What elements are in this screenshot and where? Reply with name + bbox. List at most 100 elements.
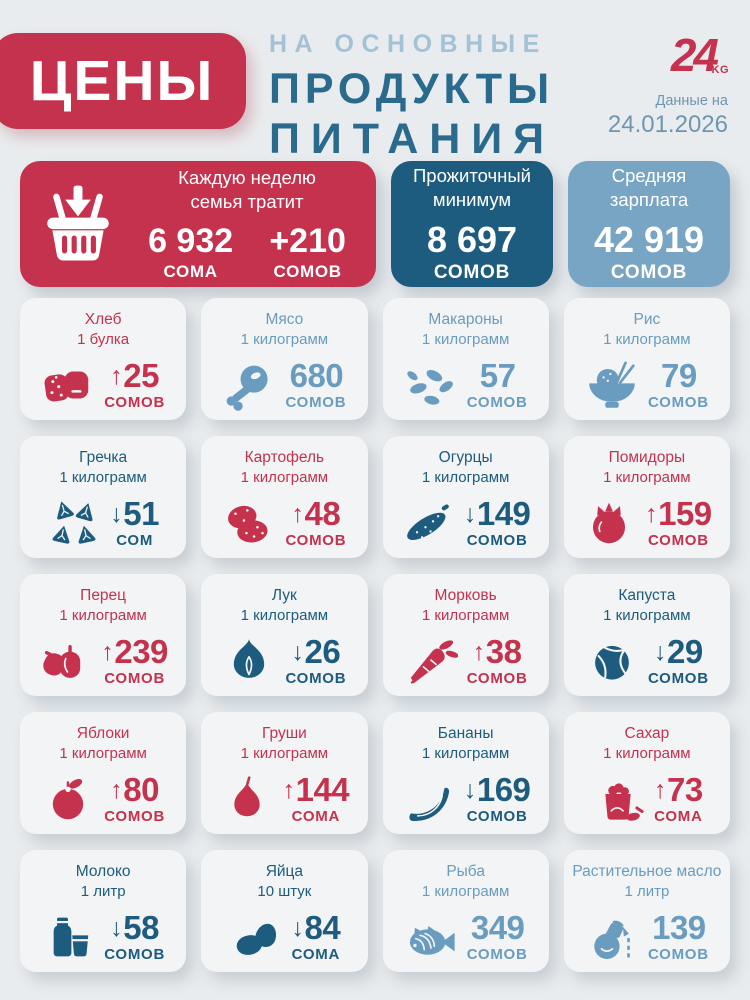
title-box: ЦЕНЫ bbox=[0, 33, 246, 129]
average-salary-card: Средняя зарплата 42 919 сомов bbox=[568, 161, 730, 287]
page-title: ЦЕНЫ bbox=[29, 49, 215, 113]
product-card-rice-bowl: Рис 1 килограмм 79 сомов bbox=[563, 298, 730, 420]
price-unit: сома bbox=[291, 946, 341, 964]
product-name: Картофель bbox=[244, 449, 325, 466]
price-unit: сомов bbox=[466, 946, 528, 964]
product-grid: Хлеб 1 булка ↑25 сомов Мясо 1 килограмм bbox=[20, 298, 730, 972]
product-card-meat: Мясо 1 килограмм 680 сомов bbox=[201, 298, 368, 420]
product-title: Перец 1 килограмм bbox=[20, 586, 186, 626]
product-name: Огурцы bbox=[438, 449, 493, 466]
subtitle-line-3: ПИТАНИЯ bbox=[269, 115, 556, 163]
product-quantity: 1 килограмм bbox=[603, 745, 691, 763]
trend-arrow: ↓ bbox=[463, 776, 477, 805]
product-title: Молоко 1 литр bbox=[20, 862, 186, 902]
weekly-label: Каждую неделю семья тратит bbox=[178, 167, 316, 212]
product-name: Мясо bbox=[265, 311, 304, 328]
data-date: Данные на 24.01.2026 bbox=[608, 93, 728, 139]
product-price: 79 сомов bbox=[648, 359, 709, 411]
product-name: Макароны bbox=[428, 311, 503, 328]
product-title: Бананы 1 килограмм bbox=[383, 724, 549, 764]
price-unit: сомов bbox=[104, 808, 166, 826]
page-subtitle: НА ОСНОВНЫЕ ПРОДУКТЫ ПИТАНИЯ bbox=[269, 30, 555, 164]
sugar-sack-icon bbox=[591, 772, 645, 826]
price-value: 84 bbox=[304, 909, 341, 947]
product-price: ↑73 сома bbox=[654, 773, 703, 825]
product-card-carrot: Морковь 1 килограмм ↑38 сомов bbox=[382, 574, 549, 696]
product-title: Гречка 1 килограмм bbox=[20, 448, 186, 488]
product-quantity: 1 килограмм bbox=[240, 469, 329, 487]
product-quantity: 1 литр bbox=[624, 883, 670, 901]
product-title: Яблоки 1 килограмм bbox=[20, 724, 186, 764]
trend-arrow: ↑ bbox=[110, 362, 123, 391]
product-price: ↓51 сом bbox=[110, 497, 159, 549]
pear-icon bbox=[220, 772, 274, 826]
product-quantity: 1 булка bbox=[77, 331, 130, 349]
product-name: Растительное масло bbox=[572, 863, 722, 880]
trend-arrow: ↑ bbox=[645, 500, 658, 529]
product-quantity: 10 штук bbox=[257, 883, 312, 901]
price-value: 25 bbox=[123, 357, 159, 395]
product-name: Молоко bbox=[75, 863, 131, 880]
price-value: 29 bbox=[667, 633, 703, 671]
product-title: Морковь 1 килограмм bbox=[383, 586, 549, 626]
product-card-milk: Молоко 1 литр ↓58 сомов bbox=[20, 850, 187, 972]
product-quantity: 1 килограмм bbox=[421, 745, 510, 763]
trend-arrow: ↑ bbox=[472, 638, 486, 667]
product-quantity: 1 килограмм bbox=[421, 883, 510, 901]
product-price: ↓149 сомов bbox=[464, 497, 531, 549]
product-card-cucumber: Огурцы 1 килограмм ↓149 сомов bbox=[382, 436, 549, 558]
trend-arrow: ↓ bbox=[654, 638, 667, 667]
trend-arrow: ↓ bbox=[110, 500, 123, 529]
product-price: 349 сомов bbox=[467, 911, 528, 963]
price-value: 169 bbox=[476, 771, 531, 809]
product-name: Помидоры bbox=[608, 449, 686, 466]
product-title: Макароны 1 килограмм bbox=[383, 310, 549, 350]
tomato-icon bbox=[582, 496, 636, 550]
price-value: 58 bbox=[123, 909, 159, 947]
trend-arrow: ↑ bbox=[110, 776, 123, 805]
product-price: ↑239 сомов bbox=[101, 635, 168, 687]
trend-arrow: ↓ bbox=[463, 500, 477, 529]
buckwheat-icon bbox=[47, 496, 101, 550]
product-card-pear: Груши 1 килограмм ↑144 сома bbox=[201, 712, 368, 834]
product-price: 139 сомов bbox=[648, 911, 709, 963]
salary-label: Средняя зарплата bbox=[609, 164, 689, 210]
product-price: ↑25 сомов bbox=[104, 359, 165, 411]
product-name: Груши bbox=[261, 725, 307, 742]
apple-icon bbox=[41, 772, 95, 826]
price-unit: сомов bbox=[466, 532, 528, 550]
price-value: 159 bbox=[658, 495, 712, 533]
price-value: 51 bbox=[123, 495, 159, 533]
logo-number: 24 bbox=[670, 29, 719, 81]
price-unit: сомов bbox=[285, 394, 347, 412]
product-price: ↓84 сома bbox=[292, 911, 341, 963]
price-unit: сом bbox=[116, 532, 154, 550]
product-quantity: 1 килограмм bbox=[59, 607, 147, 625]
minimum-amount: 8 697 bbox=[426, 219, 518, 261]
product-name: Гречка bbox=[79, 449, 128, 466]
product-card-pepper: Перец 1 килограмм ↑239 сомов bbox=[20, 574, 187, 696]
cucumber-icon bbox=[401, 496, 455, 550]
product-title: Рис 1 килограмм bbox=[564, 310, 730, 350]
product-price: 680 сомов bbox=[285, 359, 346, 411]
product-title: Капуста 1 килограмм bbox=[564, 586, 730, 626]
pasta-icon bbox=[404, 358, 458, 412]
onion-icon bbox=[222, 634, 276, 688]
product-quantity: 1 килограмм bbox=[421, 331, 510, 349]
price-unit: сомов bbox=[466, 808, 528, 826]
price-value: 26 bbox=[304, 633, 341, 671]
product-name: Хлеб bbox=[84, 311, 122, 328]
oil-jug-icon bbox=[585, 910, 639, 964]
trend-arrow: ↑ bbox=[654, 776, 667, 805]
product-title: Лук 1 килограмм bbox=[201, 586, 367, 626]
price-unit: сомов bbox=[647, 394, 709, 412]
weekly-spending-card: Каждую неделю семья тратит 6 932 сома +2… bbox=[20, 161, 376, 287]
price-unit: сомов bbox=[285, 532, 347, 550]
price-unit: сомов bbox=[647, 946, 709, 964]
price-unit: сомов bbox=[647, 532, 709, 550]
trend-arrow: ↑ bbox=[282, 776, 296, 805]
product-name: Перец bbox=[80, 587, 127, 604]
product-title: Картофель 1 килограмм bbox=[201, 448, 367, 488]
price-value: 144 bbox=[295, 771, 350, 809]
milk-icon bbox=[41, 910, 95, 964]
